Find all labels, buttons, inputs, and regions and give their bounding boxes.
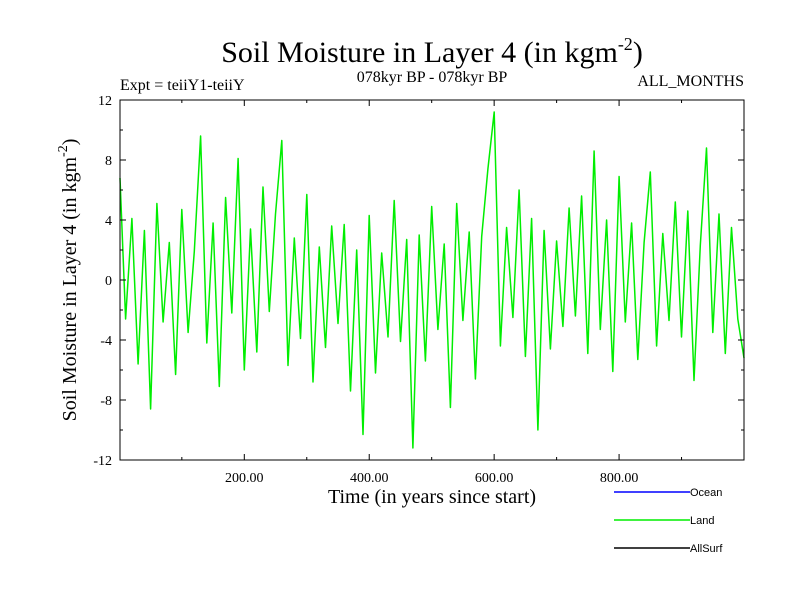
- legend: Ocean Land AllSurf: [614, 487, 723, 555]
- plot-frame: [119, 99, 745, 461]
- x-axis: 200.00 400.00 600.00 800.00: [181, 100, 683, 486]
- x-tick-label: 600.00: [475, 471, 514, 486]
- y-tick-label: 0: [105, 274, 112, 289]
- x-tick-label: 400.00: [350, 471, 389, 486]
- series-line-land: [119, 111, 745, 449]
- months-label: ALL_MONTHS: [637, 73, 744, 90]
- y-tick-label: -8: [100, 394, 112, 409]
- legend-label-allsurf: AllSurf: [690, 543, 723, 555]
- time-range-label: 078kyr BP - 078kyr BP: [357, 69, 508, 86]
- legend-label-ocean: Ocean: [690, 487, 722, 499]
- y-tick-label: 12: [98, 94, 112, 109]
- chart-title: Soil Moisture in Layer 4 (in kgm-2): [221, 34, 643, 69]
- x-axis-label: Time (in years since start): [328, 486, 536, 508]
- plot-data: [119, 111, 745, 449]
- chart-title-superscript: -2: [618, 34, 633, 54]
- y-axis-label-end: ): [59, 139, 81, 146]
- y-axis-label-superscript: -2: [56, 145, 71, 157]
- x-tick-label: 200.00: [225, 471, 264, 486]
- y-tick-label: 8: [105, 154, 112, 169]
- y-tick-label: -12: [93, 454, 112, 469]
- chart-title-end: ): [633, 36, 643, 69]
- legend-label-land: Land: [690, 515, 714, 527]
- y-axis: -12 -8 -4 0 4 8 12: [93, 94, 744, 469]
- x-tick-label: 800.00: [600, 471, 639, 486]
- experiment-label: Expt = teiiY1-teiiY: [120, 77, 245, 94]
- y-tick-label: 4: [105, 214, 112, 229]
- y-axis-label: Soil Moisture in Layer 4 (in kgm-2): [56, 139, 81, 422]
- y-tick-label: -4: [100, 334, 112, 349]
